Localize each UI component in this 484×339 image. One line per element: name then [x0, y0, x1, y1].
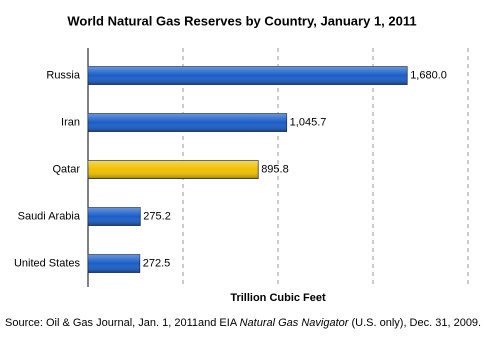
data-label: 1,045.7: [290, 116, 327, 128]
y-tick-label: Russia: [46, 69, 81, 81]
data-label: 895.8: [261, 163, 289, 175]
source-note: Source: Oil & Gas Journal, Jan. 1, 2011a…: [5, 317, 481, 329]
data-label: 272.5: [143, 257, 171, 269]
y-tick-label: Iran: [61, 116, 80, 128]
source-text: (U.S. only), Dec. 31, 2009.: [348, 317, 481, 329]
source-text: Natural Gas Navigator: [240, 317, 350, 329]
x-axis-title: Trillion Cubic Feet: [230, 292, 326, 304]
bar-shade: [88, 254, 140, 273]
chart-title: World Natural Gas Reserves by Country, J…: [67, 13, 416, 28]
y-tick-label: United States: [14, 257, 81, 269]
source-text: Source: Oil & Gas Journal, Jan. 1, 2011a…: [5, 317, 240, 329]
bar-shade: [88, 160, 259, 179]
data-label: 275.2: [143, 210, 171, 222]
bar-shade: [88, 207, 141, 226]
y-tick-label: Qatar: [52, 163, 80, 175]
bar-shade: [88, 113, 287, 132]
data-label: 1,680.0: [410, 69, 447, 81]
bar-shade: [88, 66, 408, 85]
y-tick-label: Saudi Arabia: [18, 210, 81, 222]
